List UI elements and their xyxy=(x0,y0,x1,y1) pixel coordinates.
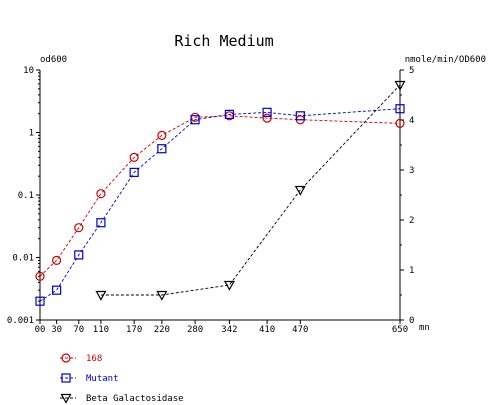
axes: 10 1 0.1 0.01 0.001 0 1 2 3 4 5 00 30 70 110 170 220 280 3… xyxy=(7,66,415,335)
right-axis-tick-label: 3 xyxy=(409,166,414,176)
x-axis-tick-label: 280 xyxy=(187,325,203,335)
data-point xyxy=(395,104,405,114)
data-point xyxy=(52,255,62,265)
data-point xyxy=(52,285,62,295)
series-1 xyxy=(35,104,405,306)
data-point xyxy=(294,185,306,196)
x-axis-tick-label: 70 xyxy=(73,325,84,335)
x-axis-tick-label: 30 xyxy=(51,325,62,335)
series-0 xyxy=(35,111,405,281)
right-axis-tick-label: 5 xyxy=(409,66,414,76)
left-axis-tick-label: 0.001 xyxy=(7,316,34,326)
series-line xyxy=(39,115,401,277)
data-point xyxy=(262,107,272,117)
legend-item: Mutant xyxy=(60,373,119,384)
x-axis-tick-label: 00 xyxy=(35,325,46,335)
data-point xyxy=(157,130,167,140)
legend-label: Mutant xyxy=(86,374,119,384)
data-point xyxy=(295,111,305,121)
data-point xyxy=(35,271,45,281)
data-point xyxy=(129,167,139,177)
right-axis-tick-label: 2 xyxy=(409,216,414,226)
right-axis-tick-label: 4 xyxy=(409,116,414,126)
data-point xyxy=(223,280,235,291)
right-axis-tick-label: 1 xyxy=(409,266,414,276)
data-point xyxy=(262,113,272,123)
left-axis-tick-label: 1 xyxy=(29,129,34,139)
plot-area xyxy=(35,80,406,306)
x-axis-tick-label: 170 xyxy=(126,325,142,335)
legend-item: 168 xyxy=(60,353,102,364)
legend-marker xyxy=(61,373,71,383)
data-point xyxy=(95,290,107,301)
right-axis-label: nmole/min/OD600 xyxy=(405,55,486,65)
legend-marker xyxy=(60,393,72,404)
data-point xyxy=(74,223,84,233)
data-point xyxy=(35,296,45,306)
legend-marker xyxy=(61,353,71,363)
legend-label: 168 xyxy=(86,354,102,364)
data-point xyxy=(129,152,139,162)
x-axis-tick-label: 650 xyxy=(392,325,408,335)
legend: 168 Mutant Beta Galactosidase xyxy=(60,353,184,404)
left-axis-tick-label: 0.01 xyxy=(12,254,34,264)
data-point xyxy=(394,80,406,91)
data-point xyxy=(157,144,167,154)
series-2 xyxy=(95,80,406,301)
chart-title: Rich Medium xyxy=(174,32,273,50)
legend-item: Beta Galactosidase xyxy=(60,393,184,404)
data-point xyxy=(395,118,405,128)
x-axis-tick-label: 110 xyxy=(93,325,109,335)
left-axis-tick-label: 0.1 xyxy=(18,191,34,201)
left-axis-tick-label: 10 xyxy=(23,66,34,76)
x-axis-unit-label: mn xyxy=(419,323,430,333)
data-point xyxy=(224,109,235,119)
data-point xyxy=(96,189,106,199)
x-axis-tick-label: 410 xyxy=(259,325,275,335)
series-line xyxy=(39,108,401,302)
x-axis-tick-label: 470 xyxy=(292,325,308,335)
left-axis-label: od600 xyxy=(40,55,67,65)
data-point xyxy=(190,115,200,125)
x-axis-tick-label: 342 xyxy=(221,325,237,335)
data-point xyxy=(74,250,84,260)
data-point xyxy=(96,218,106,228)
legend-label: Beta Galactosidase xyxy=(86,394,184,404)
right-axis-tick-label: 0 xyxy=(409,316,414,326)
x-axis-tick-label: 220 xyxy=(154,325,170,335)
series-line xyxy=(100,84,401,296)
data-point xyxy=(156,290,168,301)
